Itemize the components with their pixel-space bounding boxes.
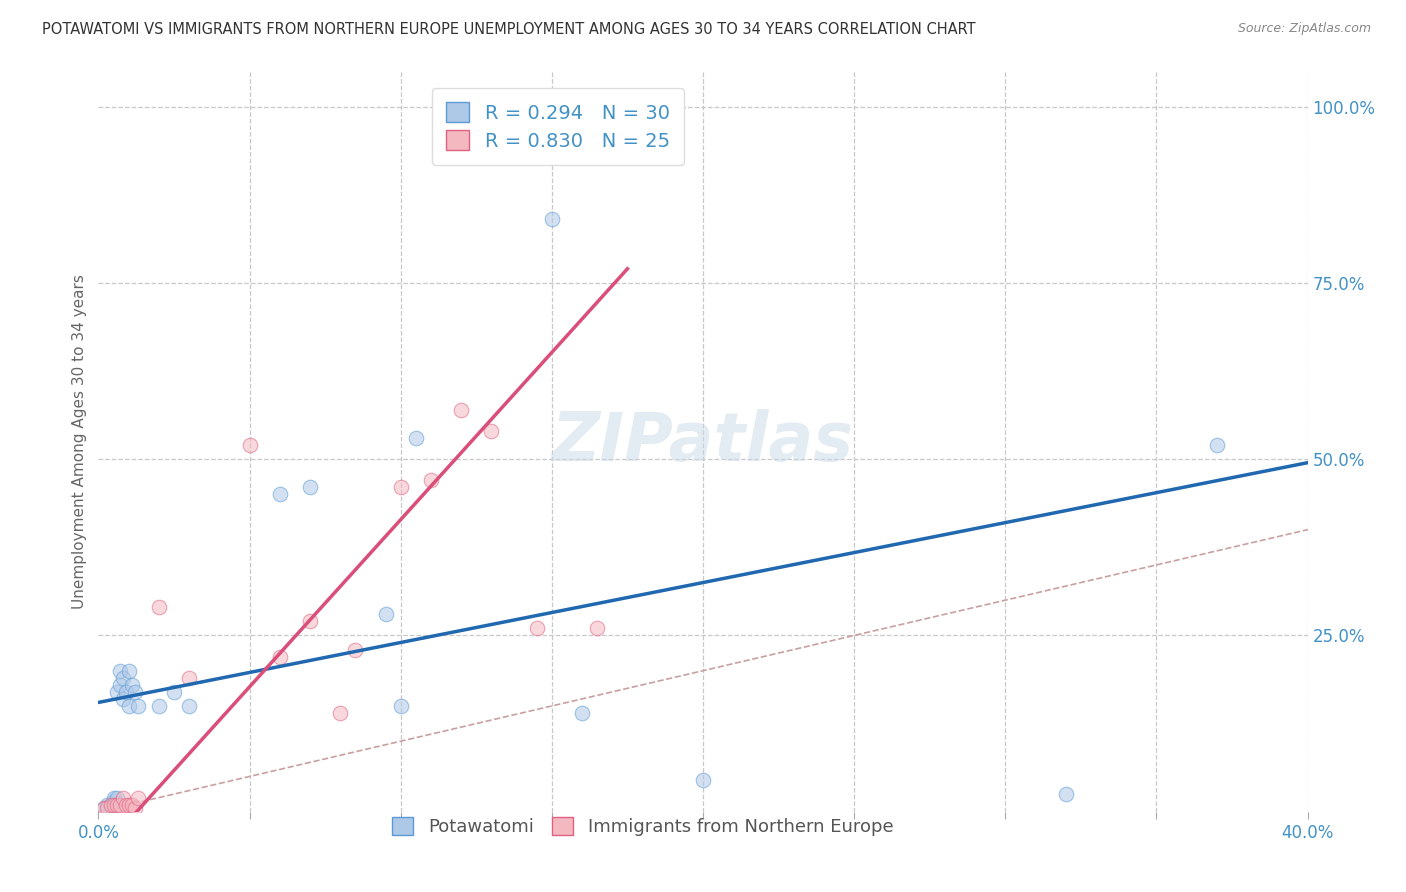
Point (127, 698, 149, 713)
Point (118, 664, 141, 678)
Text: Source: ZipAtlas.com: Source: ZipAtlas.com (1237, 22, 1371, 36)
Point (103, 790, 125, 805)
Point (108, 664, 131, 678)
Point (344, 642, 367, 657)
Point (111, 671, 134, 685)
Point (108, 678, 131, 692)
Point (481, 424, 503, 438)
Point (103, 797, 125, 812)
Point (118, 797, 141, 812)
Point (179, 671, 201, 685)
Point (526, 621, 548, 635)
Point (299, 615, 322, 629)
Point (1054, 787, 1077, 801)
Point (269, 487, 291, 501)
Point (96, 797, 118, 812)
Point (163, 685, 186, 699)
Point (103, 794, 125, 808)
Point (148, 600, 170, 615)
Point (586, 621, 609, 635)
Point (299, 480, 322, 494)
Point (540, 212, 562, 227)
Y-axis label: Unemployment Among Ages 30 to 34 years: Unemployment Among Ages 30 to 34 years (72, 274, 87, 609)
Point (148, 698, 170, 713)
Point (93, 801, 115, 815)
Point (105, 685, 128, 699)
Point (93, 801, 115, 815)
Point (269, 649, 291, 664)
Point (121, 678, 143, 692)
Point (111, 692, 134, 706)
Point (420, 473, 443, 487)
Point (124, 801, 146, 815)
Point (179, 698, 201, 713)
Point (121, 797, 143, 812)
Point (108, 797, 131, 812)
Point (114, 797, 136, 812)
Point (100, 797, 122, 812)
Point (1206, 438, 1229, 452)
Point (389, 698, 412, 713)
Point (571, 706, 593, 720)
Legend: Potawatomi, Immigrants from Northern Europe: Potawatomi, Immigrants from Northern Eur… (384, 810, 901, 844)
Point (127, 790, 149, 805)
Text: POTAWATOMI VS IMMIGRANTS FROM NORTHERN EUROPE UNEMPLOYMENT AMONG AGES 30 TO 34 Y: POTAWATOMI VS IMMIGRANTS FROM NORTHERN E… (42, 22, 976, 37)
Point (450, 402, 472, 417)
Point (105, 790, 128, 805)
Point (692, 772, 714, 787)
Point (405, 431, 427, 445)
Point (329, 706, 352, 720)
Point (105, 797, 128, 812)
Point (389, 480, 412, 494)
Point (114, 685, 136, 699)
Point (100, 797, 122, 812)
Point (239, 438, 262, 452)
Point (96, 801, 118, 815)
Point (124, 685, 146, 699)
Text: ZIPatlas: ZIPatlas (553, 409, 853, 475)
Point (111, 790, 134, 805)
Point (118, 698, 141, 713)
Point (374, 607, 396, 622)
